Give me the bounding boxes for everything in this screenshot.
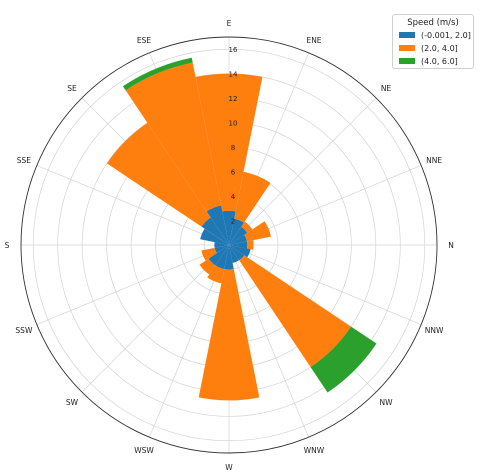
rose-bar-nne [229, 234, 247, 245]
radial-tick-label: 6 [231, 169, 236, 177]
direction-label-s: S [5, 241, 10, 250]
rose-bar-e [195, 73, 263, 212]
direction-label-se: SE [67, 84, 77, 93]
rose-bar-wsw [207, 265, 225, 284]
rose-bar-ssw [201, 247, 217, 261]
rose-bar-ese [125, 62, 222, 212]
grid-spoke [228, 244, 309, 438]
direction-label-sw: SW [66, 398, 79, 407]
direction-label-e: E [227, 19, 232, 28]
rose-bar-se [201, 217, 229, 245]
rose-bar-w [224, 245, 234, 270]
grid-spoke [228, 244, 422, 325]
rose-bar-wnw [229, 245, 240, 263]
direction-label-nnw: NNW [425, 326, 444, 335]
rose-bar-ese [206, 205, 229, 245]
legend-entry: (4.0, 6.0] [399, 55, 473, 67]
legend-entry: (-0.001, 2.0] [399, 29, 473, 41]
legend-swatch [399, 45, 415, 51]
legend-swatch [399, 58, 415, 64]
rose-bar-ssw [214, 245, 229, 254]
legend-label: (2.0, 4.0] [421, 43, 458, 53]
direction-label-sse: SSE [17, 156, 32, 165]
rose-bar-nnw [229, 245, 251, 258]
rose-bar-n [247, 240, 254, 250]
rose-bar-ne [229, 226, 248, 245]
radial-tick-label: 8 [231, 144, 235, 152]
radial-tick-label: 12 [229, 95, 238, 103]
rose-bar-wsw [215, 245, 229, 269]
direction-label-nw: NW [379, 398, 393, 407]
direction-label-n: N [448, 241, 454, 250]
axis-labels: N NNE NE ENE E ESE SE SSE S SSW SW WSW W WNW NW NNW 2 4 6 8… [5, 19, 454, 472]
direction-label-ene: ENE [306, 36, 321, 45]
polar-frame [20, 36, 438, 454]
grid-spoke [36, 244, 230, 325]
legend-swatch [399, 32, 415, 38]
legend-entry: (2.0, 4.0] [399, 42, 473, 54]
grid-spoke [36, 165, 230, 246]
rose-bar-sw [199, 258, 216, 275]
rose-bar-ene [229, 218, 244, 245]
legend-label: (4.0, 6.0] [421, 56, 458, 66]
grid-spoke [228, 97, 377, 246]
direction-label-nne: NNE [426, 156, 442, 165]
rose-bar-ne [241, 221, 253, 233]
rose-bar-w [198, 269, 260, 401]
direction-label-wnw: WNW [304, 446, 325, 455]
direction-label-w: W [225, 463, 233, 472]
legend-label: (-0.001, 2.0] [421, 30, 471, 40]
rose-bar-ene [234, 171, 271, 223]
rose-bar-ese [122, 57, 193, 91]
rose-bar-sse [200, 228, 229, 245]
rose-bar-n [229, 241, 248, 249]
direction-label-ese: ESE [137, 36, 151, 45]
rose-bar-nw [310, 326, 377, 393]
legend: Speed (m/s) (-0.001, 2.0] (2.0, 4.0] (4.… [392, 14, 474, 69]
direction-label-ssw: SSW [15, 326, 33, 335]
direction-label-wsw: WSW [134, 446, 154, 455]
radial-tick-label: 2 [231, 218, 235, 226]
rose-bar-nne [244, 221, 271, 242]
rose-bar-nw [239, 255, 352, 368]
rose-bar-nw [229, 245, 245, 261]
radial-tick-label: 10 [229, 120, 238, 128]
direction-label-ne: NE [381, 84, 392, 93]
rose-bar-sw [208, 245, 229, 266]
rose-bar-se [106, 122, 211, 227]
rose-bar-s [214, 242, 229, 248]
rose-bars [106, 57, 377, 401]
rose-bar-e [222, 210, 236, 245]
radial-tick-label: 14 [229, 71, 238, 79]
radial-tick-label: 4 [231, 193, 236, 201]
legend-title: Speed (m/s) [407, 18, 459, 28]
radial-tick-label: 16 [229, 46, 238, 54]
